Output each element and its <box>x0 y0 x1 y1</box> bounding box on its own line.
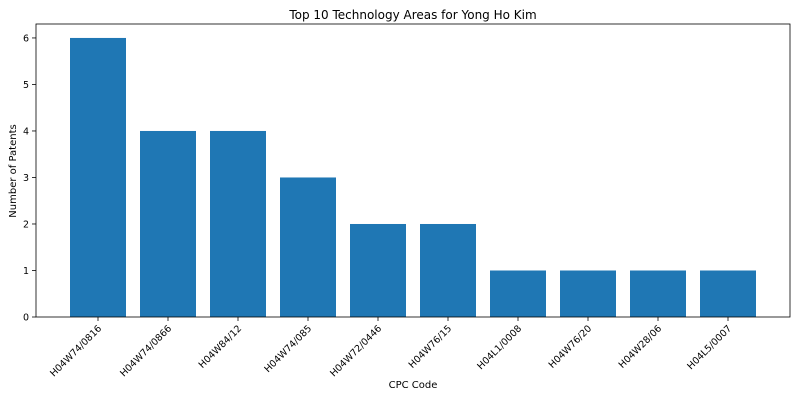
y-tick-label: 3 <box>23 173 29 184</box>
y-tick-label: 5 <box>23 80 29 91</box>
y-axis-label: Number of Patents <box>8 124 19 217</box>
bar <box>700 270 756 317</box>
x-tick-label: H04W74/0866 <box>118 323 174 379</box>
y-tick-label: 4 <box>23 126 29 137</box>
x-tick-label: H04W28/06 <box>617 323 664 370</box>
bar <box>210 131 266 317</box>
bar <box>70 38 126 317</box>
y-tick-label: 0 <box>23 313 29 324</box>
bar <box>560 270 616 317</box>
x-tick-label: H04W84/12 <box>197 323 244 370</box>
x-tick-label: H04W76/15 <box>407 323 454 370</box>
x-tick-label: H04L1/0008 <box>475 323 524 372</box>
y-tick-label: 2 <box>23 219 29 230</box>
x-axis-label: CPC Code <box>389 380 438 391</box>
y-tick-label: 1 <box>23 266 29 277</box>
bar <box>280 177 336 317</box>
bar <box>420 224 476 317</box>
y-tick-label: 6 <box>23 33 29 44</box>
bar <box>350 224 406 317</box>
x-tick-label: H04W74/085 <box>262 323 314 375</box>
bar <box>630 270 686 317</box>
chart-title: Top 10 Technology Areas for Yong Ho Kim <box>288 8 536 22</box>
bar <box>140 131 196 317</box>
bar <box>490 270 546 317</box>
x-tick-label: H04L5/0007 <box>685 323 734 372</box>
plot-area: 0 1 2 3 4 5 6 H04W74/0816H04W74/0866 H04W84/12 H0… <box>23 24 790 379</box>
x-tick-label: H04W74/0816 <box>48 323 104 379</box>
x-tick-label: H04W76/20 <box>547 323 594 370</box>
x-tick-label: H04W72/0446 <box>328 323 384 379</box>
